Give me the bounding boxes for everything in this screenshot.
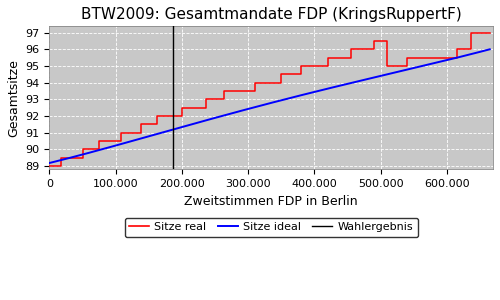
Sitze real <box>278 73 284 76</box>
Sitze real <box>179 106 185 110</box>
Sitze ideal <box>476 50 482 54</box>
Sitze real <box>324 64 330 68</box>
Sitze real <box>278 81 284 84</box>
Sitze real <box>96 139 102 143</box>
Sitze real <box>138 131 144 134</box>
Sitze real <box>80 148 86 151</box>
Sitze real <box>179 114 185 118</box>
Sitze real <box>404 56 410 59</box>
Sitze real <box>384 39 390 43</box>
Sitze ideal <box>284 97 290 101</box>
Sitze real <box>298 73 304 76</box>
Sitze ideal <box>46 161 52 165</box>
Legend: Sitze real, Sitze ideal, Wahlergebnis: Sitze real, Sitze ideal, Wahlergebnis <box>124 218 418 237</box>
Sitze ideal <box>256 104 262 108</box>
Sitze real <box>58 156 64 159</box>
Sitze real <box>154 122 160 126</box>
Line: Sitze real: Sitze real <box>50 33 490 166</box>
Sitze real <box>468 47 474 51</box>
Sitze real <box>252 81 258 84</box>
Sitze real <box>384 64 390 68</box>
X-axis label: Zweitstimmen FDP in Berlin: Zweitstimmen FDP in Berlin <box>184 195 358 208</box>
Line: Sitze ideal: Sitze ideal <box>50 49 490 163</box>
Y-axis label: Gesamtsitze: Gesamtsitze <box>7 59 20 136</box>
Sitze real <box>486 31 492 34</box>
Sitze real <box>220 89 226 93</box>
Sitze real <box>252 89 258 93</box>
Sitze real <box>468 31 474 34</box>
Sitze real <box>348 47 354 51</box>
Sitze ideal <box>308 91 314 94</box>
Sitze real <box>96 148 102 151</box>
Sitze ideal <box>408 67 414 71</box>
Sitze real <box>58 164 64 168</box>
Sitze real <box>154 114 160 118</box>
Sitze real <box>118 139 124 143</box>
Sitze ideal <box>486 47 492 51</box>
Sitze real <box>204 98 210 101</box>
Sitze real <box>371 47 377 51</box>
Sitze real <box>118 131 124 134</box>
Sitze real <box>348 56 354 59</box>
Sitze real <box>138 122 144 126</box>
Sitze ideal <box>258 104 264 107</box>
Sitze real <box>324 56 330 59</box>
Sitze real <box>404 64 410 68</box>
Sitze real <box>220 98 226 101</box>
Title: BTW2009: Gesamtmandate FDP (KringsRuppertF): BTW2009: Gesamtmandate FDP (KringsRupper… <box>81 7 462 22</box>
Sitze real <box>46 164 52 168</box>
Sitze real <box>454 56 460 59</box>
Sitze real <box>454 47 460 51</box>
Sitze real <box>80 156 86 159</box>
Sitze real <box>204 106 210 110</box>
Sitze real <box>371 39 377 43</box>
Sitze real <box>298 64 304 68</box>
